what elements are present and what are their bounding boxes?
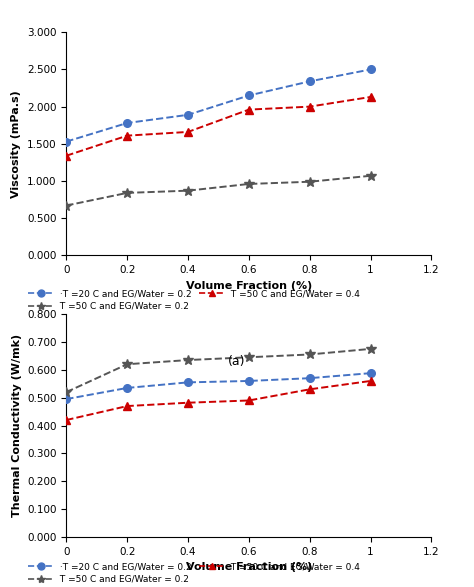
Y-axis label: Thermal Conductivity (W/mk): Thermal Conductivity (W/mk)	[11, 334, 22, 517]
Y-axis label: Viscosity (mPa.s): Viscosity (mPa.s)	[11, 90, 21, 198]
Legend:  ·T =20 C and EG/Water = 0.2,  T =50 C and EG/Water = 0.2,  T =50 C and EG/Water: ·T =20 C and EG/Water = 0.2, T =50 C and…	[28, 289, 360, 311]
X-axis label: Volume Fraction (%): Volume Fraction (%)	[186, 281, 312, 291]
X-axis label: Volume Fraction (%): Volume Fraction (%)	[186, 562, 312, 572]
Text: (a): (a)	[228, 355, 246, 368]
Legend:  ·T =20 C and EG/Water = 0.2,  T =50 C and EG/Water = 0.2,  T =50 C and EG/Water: ·T =20 C and EG/Water = 0.2, T =50 C and…	[28, 562, 360, 584]
